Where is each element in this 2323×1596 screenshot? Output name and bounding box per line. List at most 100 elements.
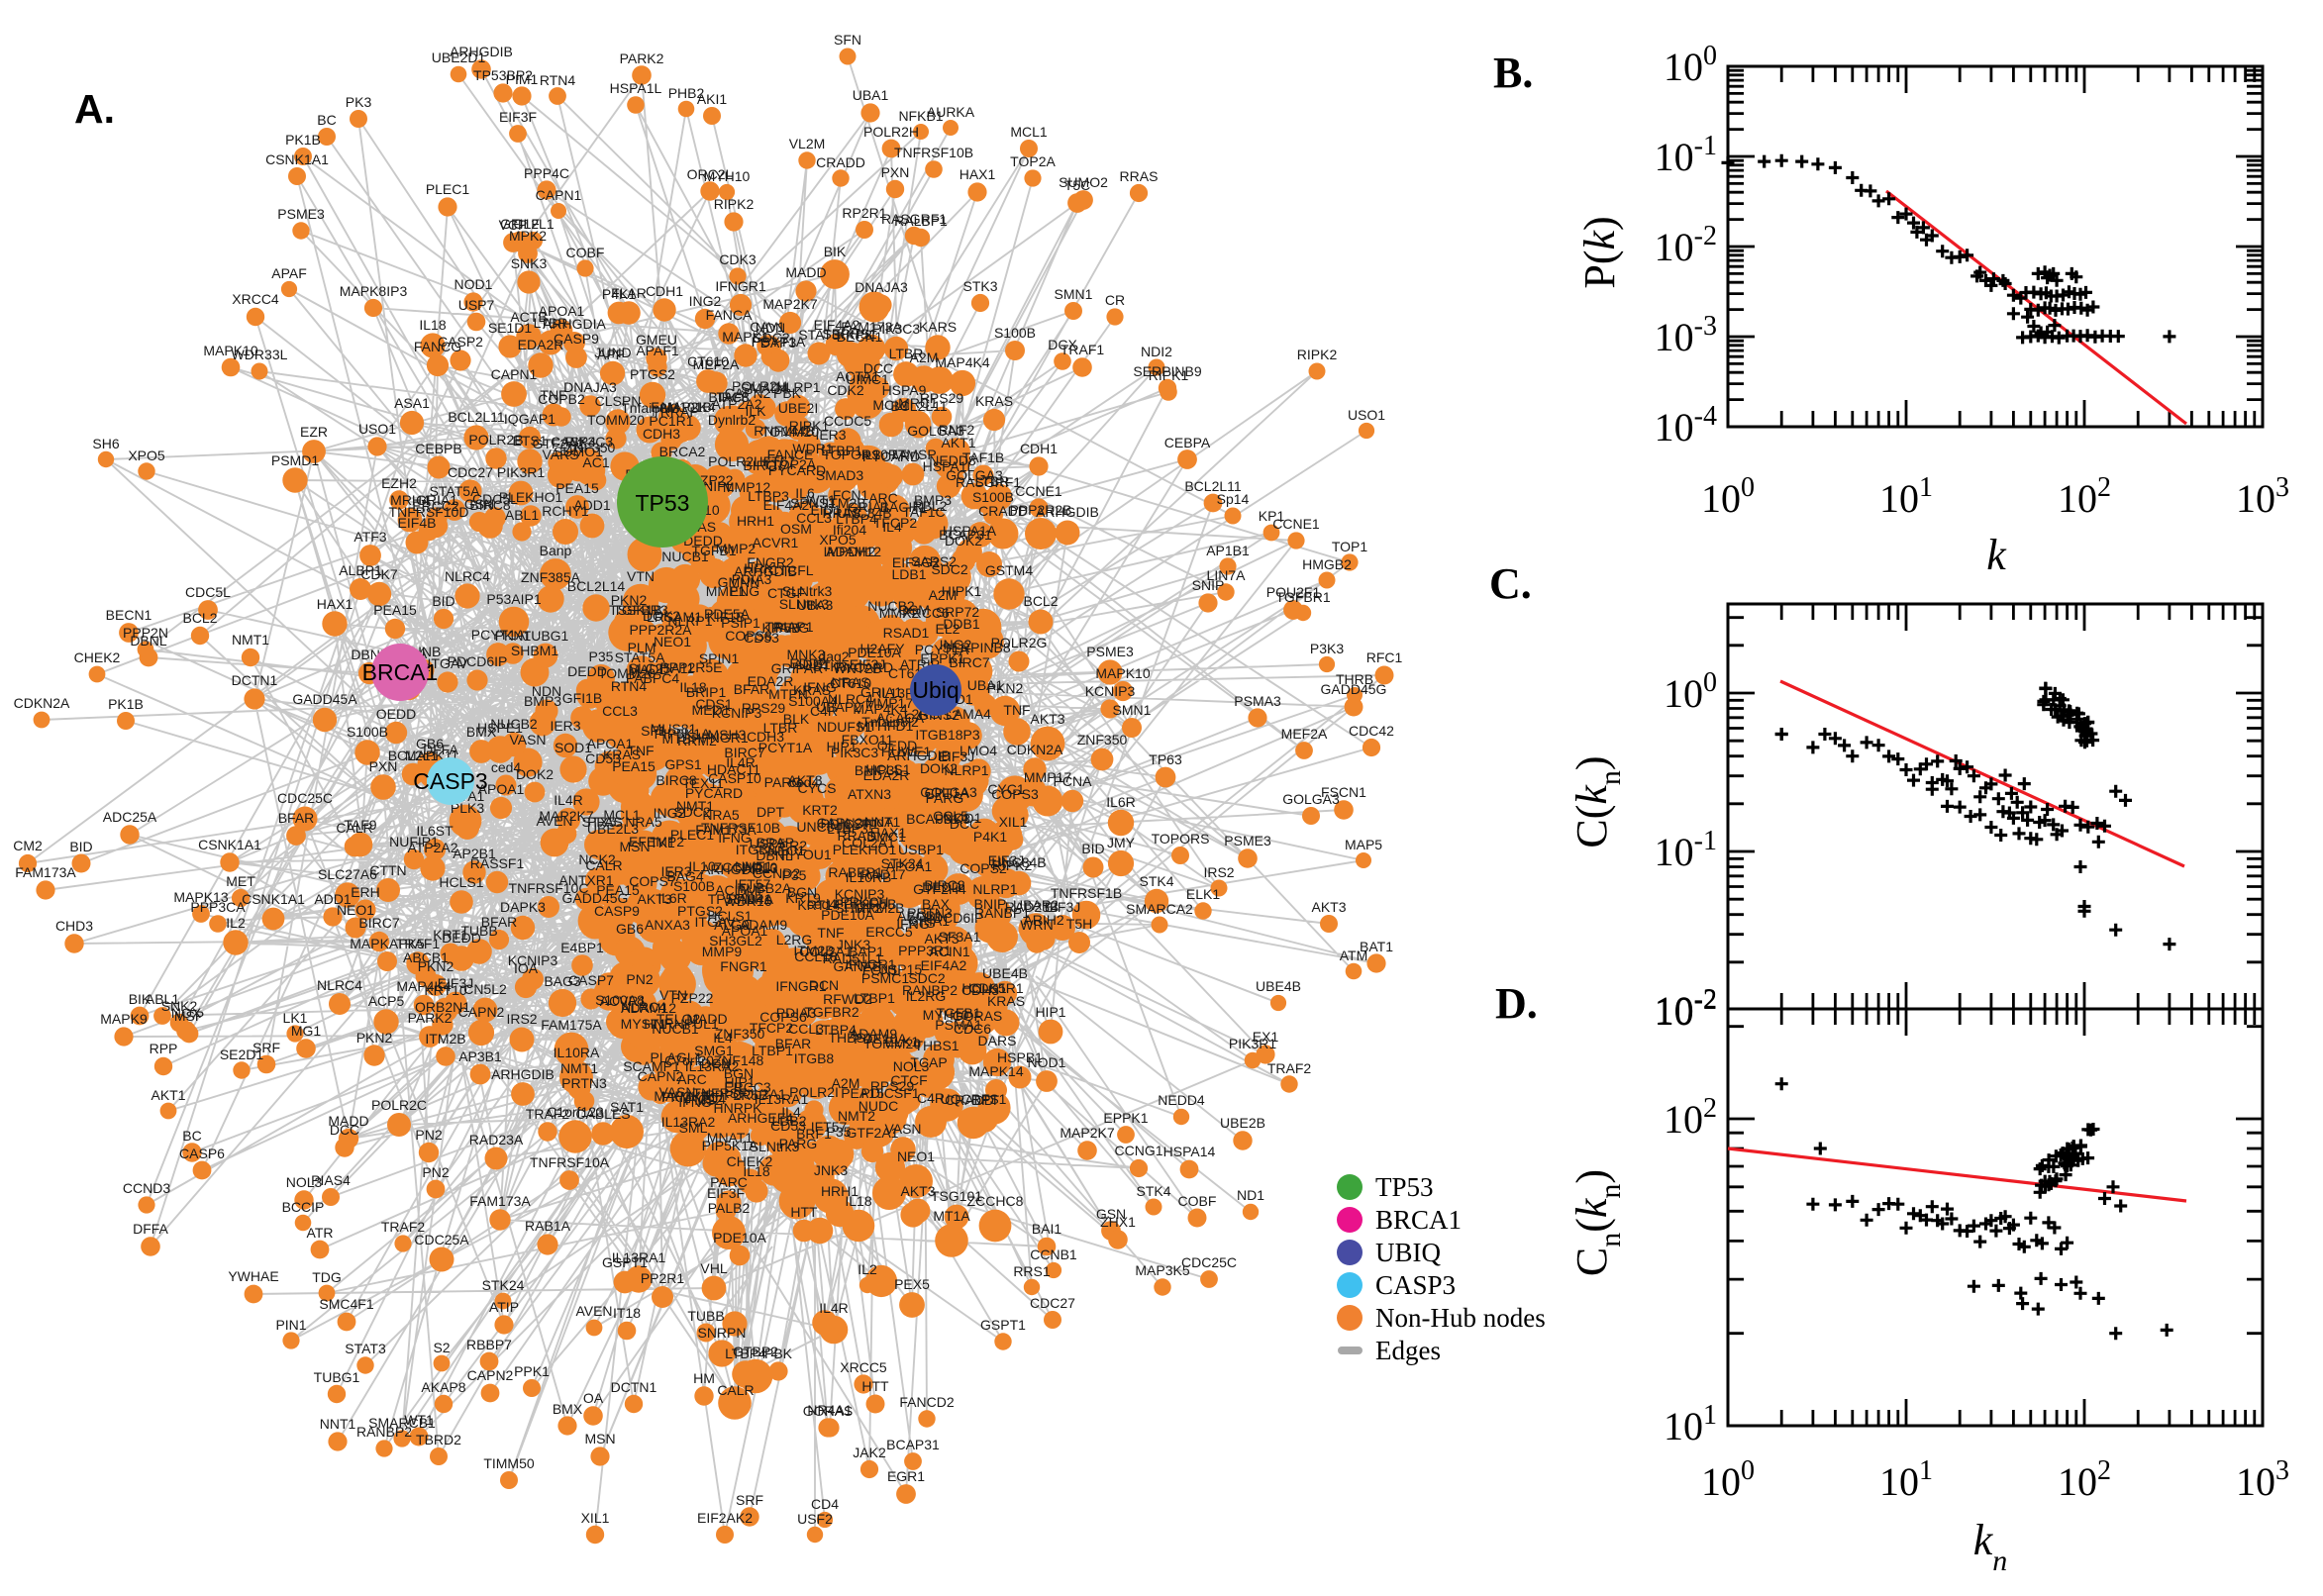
svg-text:LTBP1: LTBP1 <box>752 1043 793 1058</box>
svg-text:CDC27: CDC27 <box>1030 1295 1075 1311</box>
svg-text:USF2: USF2 <box>797 1511 833 1527</box>
svg-text:CASP3: CASP3 <box>1375 1270 1456 1300</box>
svg-text:MAPK14: MAPK14 <box>968 1063 1023 1079</box>
svg-text:XPO5: XPO5 <box>819 532 857 548</box>
svg-text:PPP4C: PPP4C <box>524 165 569 181</box>
svg-text:S2: S2 <box>433 1340 450 1355</box>
svg-text:PP2R1: PP2R1 <box>641 1270 685 1286</box>
svg-text:PPP2R5E: PPP2R5E <box>659 659 722 675</box>
svg-text:CDH1: CDH1 <box>646 283 683 299</box>
svg-text:AP3B1: AP3B1 <box>458 1048 502 1064</box>
svg-text:LK1: LK1 <box>283 1010 308 1026</box>
svg-text:PSME3: PSME3 <box>277 206 325 222</box>
svg-text:PIK3C3: PIK3C3 <box>831 745 878 760</box>
svg-text:FANCD2: FANCD2 <box>899 1394 954 1410</box>
svg-text:ELK1: ELK1 <box>1186 886 1220 902</box>
svg-text:MAP2K4: MAP2K4 <box>660 399 715 415</box>
svg-text:ITGB8: ITGB8 <box>794 1050 835 1066</box>
svg-text:IL4: IL4 <box>713 1030 733 1046</box>
svg-text:AC1: AC1 <box>582 454 609 470</box>
svg-text:CD4: CD4 <box>811 1496 839 1512</box>
svg-text:PPP2N: PPP2N <box>123 625 168 641</box>
svg-text:CASP9: CASP9 <box>594 903 640 919</box>
svg-text:PEA15: PEA15 <box>556 480 599 496</box>
svg-text:PN2: PN2 <box>422 1164 449 1180</box>
svg-text:ANXA3: ANXA3 <box>645 917 690 933</box>
svg-text:MAP2K7: MAP2K7 <box>539 808 593 824</box>
svg-text:MPK2: MPK2 <box>509 228 547 244</box>
svg-text:HM: HM <box>693 1370 715 1386</box>
svg-text:NFKB1: NFKB1 <box>898 108 943 124</box>
svg-text:CDC5L: CDC5L <box>185 584 231 600</box>
svg-text:CSNK1A1: CSNK1A1 <box>265 151 329 167</box>
svg-text:CASP4: CASP4 <box>551 434 596 449</box>
svg-text:ADD1: ADD1 <box>314 891 352 907</box>
svg-text:P(k): P(k) <box>1575 216 1624 288</box>
svg-text:PALB2: PALB2 <box>708 1200 751 1216</box>
svg-text:MEF2A: MEF2A <box>1281 726 1328 742</box>
svg-text:MMP9: MMP9 <box>702 944 743 959</box>
svg-text:USO1: USO1 <box>1348 407 1385 423</box>
svg-text:TRAF2: TRAF2 <box>1267 1060 1312 1076</box>
svg-text:ANTXR1: ANTXR1 <box>558 872 613 888</box>
svg-text:IT18: IT18 <box>613 1305 641 1321</box>
svg-text:PPP2R2A: PPP2R2A <box>629 622 692 638</box>
svg-text:CDC25C: CDC25C <box>277 790 333 806</box>
svg-text:IER3: IER3 <box>660 863 691 879</box>
svg-text:PPP3R1: PPP3R1 <box>898 943 952 958</box>
svg-text:FNGR1: FNGR1 <box>720 958 767 974</box>
svg-text:APOA1: APOA1 <box>722 923 768 939</box>
svg-text:PKN1: PKN1 <box>495 628 532 644</box>
svg-text:RASGRF1: RASGRF1 <box>881 211 947 227</box>
svg-text:HIP1: HIP1 <box>1035 1004 1065 1020</box>
svg-text:THRB: THRB <box>1336 671 1373 687</box>
svg-text:DARS: DARS <box>978 1033 1017 1048</box>
svg-text:TP63: TP63 <box>1149 751 1182 767</box>
svg-text:GB6: GB6 <box>416 736 444 751</box>
svg-text:XIL1: XIL1 <box>581 1510 610 1526</box>
svg-text:ALBP1: ALBP1 <box>339 562 382 578</box>
svg-text:KCNIP3: KCNIP3 <box>1085 683 1136 699</box>
svg-text:BFAR: BFAR <box>734 681 770 697</box>
svg-text:MAP5: MAP5 <box>1345 837 1382 852</box>
svg-text:CDC27: CDC27 <box>448 464 493 480</box>
svg-text:HTT: HTT <box>790 1204 818 1220</box>
svg-text:CASP3: CASP3 <box>413 768 487 794</box>
svg-text:ORB2N1: ORB2N1 <box>415 999 470 1015</box>
svg-text:AKT1: AKT1 <box>151 1087 185 1103</box>
svg-text:MRH4: MRH4 <box>390 492 430 508</box>
svg-text:GFI1B: GFI1B <box>562 690 602 706</box>
svg-text:DOK2: DOK2 <box>516 766 554 782</box>
svg-text:ARHGDIB: ARHGDIB <box>1036 504 1099 520</box>
svg-text:EZH2: EZH2 <box>381 475 417 491</box>
svg-text:EGR1: EGR1 <box>887 1468 925 1484</box>
svg-text:S100B: S100B <box>994 325 1036 341</box>
svg-text:MYH10: MYH10 <box>704 168 751 184</box>
svg-text:POLR2L: POLR2L <box>708 453 761 469</box>
svg-text:MSP: MSP <box>174 1008 204 1024</box>
svg-text:VTN: VTN <box>659 987 687 1003</box>
svg-text:PK1B: PK1B <box>108 696 144 712</box>
svg-text:PTGS2: PTGS2 <box>630 366 675 382</box>
svg-text:CRADD: CRADD <box>816 154 865 170</box>
svg-text:PARK2: PARK2 <box>620 50 664 66</box>
svg-text:LTBR: LTBR <box>763 720 798 736</box>
svg-text:MAP2K7: MAP2K7 <box>762 296 817 312</box>
svg-text:S100B: S100B <box>972 489 1014 505</box>
svg-text:IL4R: IL4R <box>726 754 756 770</box>
svg-text:A.: A. <box>74 86 115 132</box>
svg-text:MAP3K5: MAP3K5 <box>1135 1262 1189 1278</box>
svg-text:BRF1: BRF1 <box>796 1126 832 1142</box>
svg-text:CLSPN: CLSPN <box>595 393 642 409</box>
svg-text:PN2: PN2 <box>415 1127 442 1143</box>
svg-text:PBK: PBK <box>764 1346 793 1361</box>
svg-text:DFFA: DFFA <box>133 1221 168 1237</box>
svg-text:NEO1: NEO1 <box>897 1148 935 1164</box>
svg-text:FNGR2: FNGR2 <box>747 554 794 570</box>
svg-text:CEBPA: CEBPA <box>1164 435 1211 450</box>
svg-text:Sp14: Sp14 <box>1217 491 1250 507</box>
svg-text:XPO5: XPO5 <box>128 448 165 463</box>
svg-text:SLC27A6: SLC27A6 <box>318 866 377 882</box>
svg-text:IL18: IL18 <box>419 317 446 333</box>
svg-text:SNK3: SNK3 <box>511 255 548 271</box>
